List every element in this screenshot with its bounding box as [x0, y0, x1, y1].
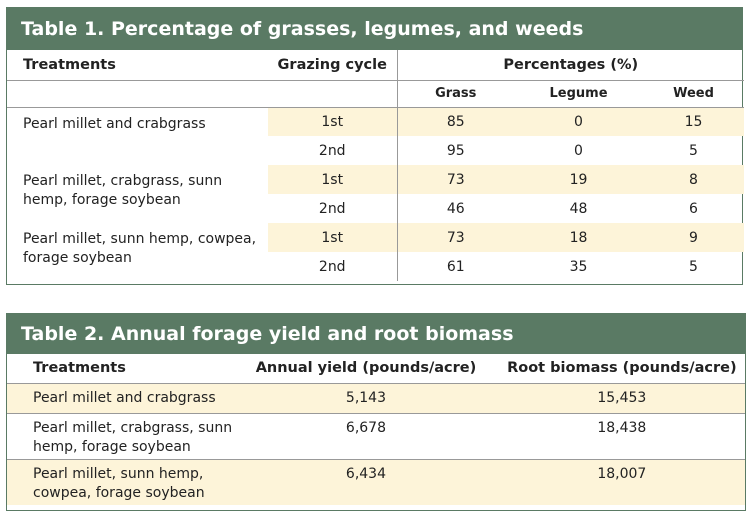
grass-cell: 73 [396, 165, 514, 194]
header-legume: Legume [514, 80, 643, 108]
table-row: Pearl millet and crabgrass 5,143 15,453 [7, 383, 745, 414]
subheader-blank [7, 80, 268, 108]
weed-cell: 5 [689, 142, 698, 159]
treatment-cell: Pearl millet, sunn hemp, cowpea, forage … [33, 465, 205, 501]
table-row: Pearl millet, crabgrass, sunn hemp, fora… [7, 165, 745, 208]
subheader-blank [268, 80, 397, 108]
weed-cell: 9 [643, 223, 745, 252]
legume-cell: 19 [514, 165, 643, 194]
table-1: Table 1. Percentage of grasses, legumes,… [6, 7, 745, 285]
table-row: Pearl millet, crabgrass, sunn hemp, fora… [7, 413, 745, 460]
table-2-title: Table 2. Annual forage yield and root bi… [7, 314, 745, 354]
table-row: Pearl millet, sunn hemp, cowpea, forage … [7, 223, 745, 266]
table-row: 2nd 61 35 5 [7, 252, 744, 281]
table-row: 2nd 46 48 6 [7, 194, 744, 223]
biomass-cell: 18,007 [597, 465, 647, 482]
table-row: Pearl millet, sunn hemp, cowpea, forage … [7, 459, 745, 505]
grass-cell: 73 [396, 223, 514, 252]
weed-cell: 8 [643, 165, 745, 194]
cycle-cell: 1st [268, 223, 397, 252]
legume-cell: 48 [569, 200, 588, 217]
table-2: Table 2. Annual forage yield and root bi… [6, 313, 746, 511]
yield-cell: 6,434 [345, 465, 387, 482]
table-2-header-row: Treatments Annual yield (pounds/acre) Ro… [7, 354, 745, 384]
header-percentages: Percentages (%) [396, 50, 745, 81]
header-annual-yield: Annual yield (pounds/acre) [233, 354, 499, 384]
cycle-cell: 2nd [318, 258, 346, 275]
biomass-cell: 15,453 [498, 383, 745, 414]
yield-cell: 6,678 [233, 413, 499, 460]
treatment-cell: Pearl millet, crabgrass, sunn hemp, fora… [23, 173, 223, 208]
header-weed: Weed [643, 80, 745, 108]
grass-cell: 95 [396, 136, 514, 165]
treatment-cell: Pearl millet and crabgrass [7, 383, 234, 414]
weed-cell: 15 [643, 107, 745, 136]
header-grazing-cycle: Grazing cycle [268, 50, 397, 81]
yield-cell: 5,143 [233, 383, 499, 414]
cycle-cell: 2nd [318, 142, 346, 159]
cycle-cell: 2nd [318, 200, 346, 217]
grass-cell: 46 [396, 194, 514, 223]
treatment-cell: Pearl millet, sunn hemp, cowpea, forage … [23, 231, 257, 266]
table-1-subheader-row: Grass Legume Weed [7, 80, 745, 108]
weed-cell: 6 [689, 200, 698, 217]
legume-cell: 18 [514, 223, 643, 252]
legume-cell: 0 [514, 107, 643, 136]
table-1-title: Table 1. Percentage of grasses, legumes,… [7, 8, 742, 50]
cycle-cell: 1st [268, 107, 397, 136]
table-1-header-row: Treatments Grazing cycle Percentages (%) [7, 50, 745, 81]
table-row: Pearl millet and crabgrass 1st 85 0 15 [7, 107, 745, 136]
header-grass: Grass [396, 80, 514, 108]
table-2-grid: Treatments Annual yield (pounds/acre) Ro… [7, 354, 745, 505]
grass-cell: 85 [396, 107, 514, 136]
biomass-cell: 18,438 [498, 413, 745, 460]
legume-cell: 0 [574, 142, 583, 159]
treatment-cell: Pearl millet and crabgrass [23, 115, 206, 132]
weed-cell: 5 [689, 258, 698, 275]
treatment-cell: Pearl millet, crabgrass, sunn hemp, fora… [7, 413, 234, 460]
header-treatments: Treatments [7, 50, 268, 81]
header-root-biomass: Root biomass (pounds/acre) [498, 354, 745, 384]
header-treatments: Treatments [7, 354, 234, 384]
cycle-cell: 1st [268, 165, 397, 194]
legume-cell: 35 [569, 258, 588, 275]
grass-cell: 61 [396, 252, 514, 281]
table-1-grid: Treatments Grazing cycle Percentages (%)… [7, 50, 745, 281]
table-row: 2nd 95 0 5 [7, 136, 744, 165]
